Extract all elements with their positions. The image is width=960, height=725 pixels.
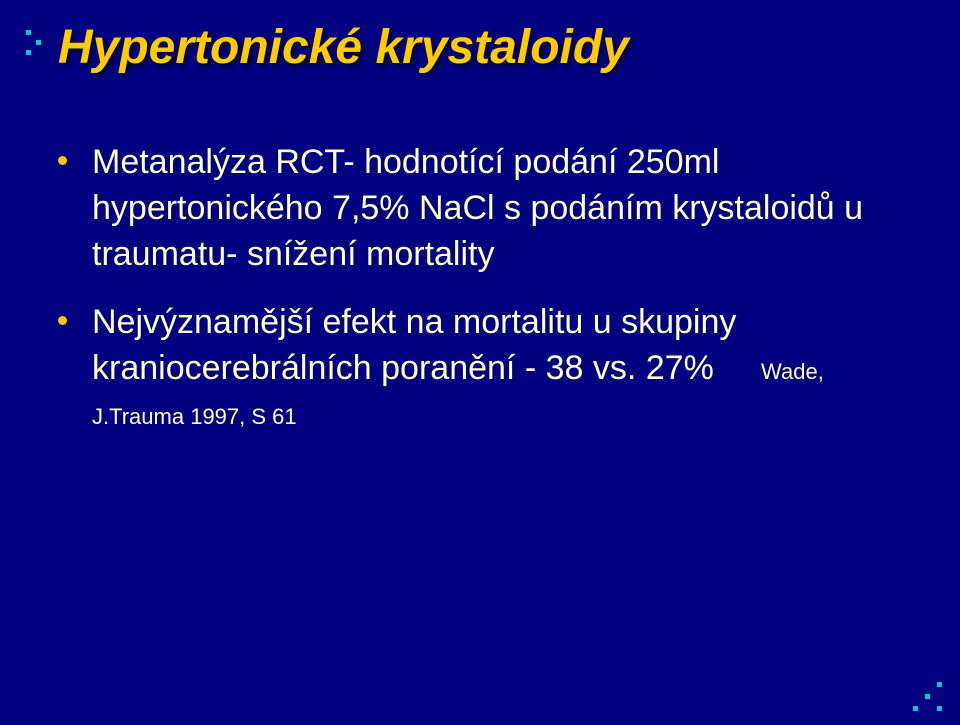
corner-decoration <box>912 681 942 711</box>
slide-content: Metanalýza RCT- hodnotící podání 250ml h… <box>58 140 908 459</box>
slide-title: Hypertonické krystaloidy <box>58 20 908 75</box>
bullet-item: Nejvýznamější efekt na mortalitu u skupi… <box>58 300 908 438</box>
bullet-dot-icon <box>58 156 67 165</box>
bullet-text: Metanalýza RCT- hodnotící podání 250ml h… <box>92 143 863 273</box>
slide: Hypertonické krystaloidy Metanalýza RCT-… <box>0 0 960 725</box>
bullet-dot-icon <box>58 316 67 325</box>
bullet-text: Nejvýznamější efekt na mortalitu u skupi… <box>92 303 736 387</box>
title-wrap: Hypertonické krystaloidy <box>58 20 908 75</box>
bullet-item: Metanalýza RCT- hodnotící podání 250ml h… <box>58 140 908 278</box>
